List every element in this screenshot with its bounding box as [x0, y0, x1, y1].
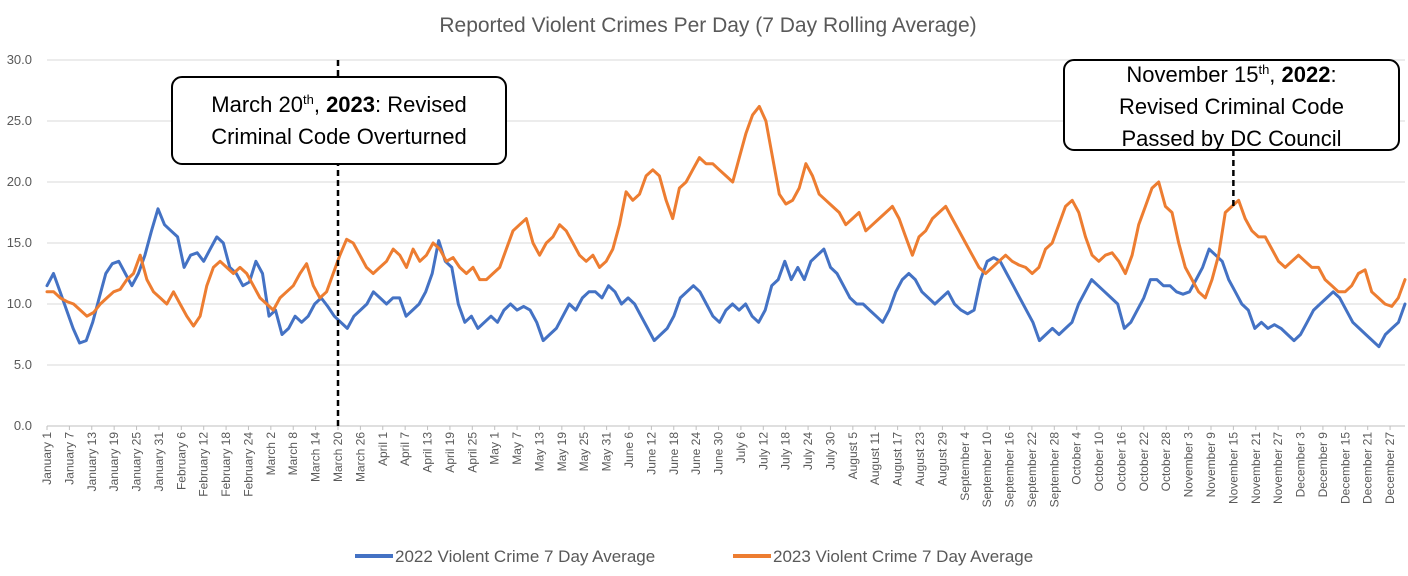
x-tick-label: August 11 — [868, 432, 882, 485]
legend-label-2023: 2023 Violent Crime 7 Day Average — [773, 547, 1033, 566]
annotation-line-2: Criminal Code Overturned — [211, 124, 467, 149]
x-tick-label: November 21 — [1249, 432, 1263, 504]
y-tick-label: 10.0 — [7, 296, 32, 311]
x-tick-label: December 27 — [1383, 432, 1397, 504]
annotation-line-1: March 20th, 2023: Revised — [211, 92, 466, 117]
x-tick-label: November 27 — [1271, 432, 1285, 504]
x-tick-label: January 1 — [40, 432, 54, 485]
annotation-line-1: November 15th, 2022: — [1126, 62, 1336, 87]
x-tick-label: November 15 — [1226, 432, 1240, 504]
y-tick-label: 15.0 — [7, 235, 32, 250]
x-tick-label: August 23 — [913, 432, 927, 486]
x-tick-label: February 6 — [174, 432, 188, 490]
x-tick-label: February 12 — [197, 432, 211, 497]
x-tick-label: March 26 — [353, 432, 367, 482]
x-tick-label: November 3 — [1182, 432, 1196, 498]
x-tick-label: July 6 — [734, 432, 748, 464]
x-tick-label: March 14 — [309, 432, 323, 482]
x-tick-label: March 20 — [331, 432, 345, 482]
x-tick-label: December 15 — [1338, 432, 1352, 504]
x-tick-label: September 22 — [1025, 432, 1039, 508]
x-tick-label: January 13 — [85, 432, 99, 492]
x-tick-label: June 12 — [644, 432, 658, 475]
y-tick-label: 25.0 — [7, 113, 32, 128]
x-tick-label: May 31 — [600, 432, 614, 472]
series-line-2022 — [45, 207, 1407, 349]
x-tick-label: October 16 — [1114, 432, 1128, 492]
x-tick-label: June 30 — [712, 432, 726, 475]
y-tick-label: 0.0 — [14, 418, 32, 433]
x-tick-label: March 2 — [264, 432, 278, 476]
x-axis: January 1 January 7 January 13 January 19 Ja… — [40, 426, 1397, 507]
x-tick-label: June 6 — [622, 432, 636, 468]
y-axis: 0.0 5.0 10.0 15.0 20.0 25.0 30.0 — [7, 52, 32, 433]
x-tick-label: February 18 — [219, 432, 233, 497]
annotations: March 20th, 2023: Revised Criminal Code O… — [171, 59, 1400, 426]
x-tick-label: April 1 — [376, 432, 390, 466]
y-tick-label: 30.0 — [7, 52, 32, 67]
x-tick-label: April 13 — [421, 432, 435, 473]
y-tick-label: 20.0 — [7, 174, 32, 189]
x-tick-label: August 5 — [846, 432, 860, 480]
x-tick-label: June 18 — [667, 432, 681, 475]
x-tick-label: October 22 — [1137, 432, 1151, 492]
x-tick-label: September 4 — [958, 432, 972, 501]
x-tick-label: May 13 — [532, 432, 546, 472]
x-tick-label: October 10 — [1092, 432, 1106, 492]
x-tick-label: May 25 — [577, 432, 591, 472]
annotation-november-15: November 15th, 2022: Revised Criminal Cod… — [1063, 59, 1400, 210]
x-tick-label: September 16 — [1003, 432, 1017, 508]
x-tick-label: January 25 — [130, 432, 144, 492]
y-tick-label: 5.0 — [14, 357, 32, 372]
x-tick-label: January 7 — [62, 432, 76, 485]
annotation-box — [171, 76, 507, 165]
x-tick-label: January 19 — [107, 432, 121, 492]
x-tick-label: August 17 — [891, 432, 905, 486]
x-tick-label: September 10 — [980, 432, 994, 508]
x-tick-label: December 3 — [1294, 432, 1308, 498]
x-tick-label: April 25 — [465, 432, 479, 473]
x-tick-label: February 24 — [241, 432, 255, 497]
x-tick-label: May 19 — [555, 432, 569, 472]
annotation-line-2: Revised Criminal Code — [1119, 94, 1344, 119]
x-tick-label: July 12 — [756, 432, 770, 470]
x-tick-label: April 19 — [443, 432, 457, 473]
annotation-line-3: Passed by DC Council — [1121, 126, 1341, 151]
x-tick-label: January 31 — [152, 432, 166, 492]
legend-label-2022: 2022 Violent Crime 7 Day Average — [395, 547, 655, 566]
x-tick-label: June 24 — [689, 432, 703, 475]
x-tick-label: November 9 — [1204, 432, 1218, 498]
x-tick-label: May 7 — [510, 432, 524, 465]
x-tick-label: December 21 — [1361, 432, 1375, 504]
series-line-2023 — [45, 104, 1407, 328]
annotation-box — [1063, 59, 1400, 151]
x-tick-label: July 24 — [801, 432, 815, 470]
x-tick-label: March 8 — [286, 432, 300, 476]
legend: 2022 Violent Crime 7 Day Average 2023 Vio… — [355, 547, 1033, 566]
x-tick-label: October 28 — [1159, 432, 1173, 492]
chart-title: Reported Violent Crimes Per Day (7 Day R… — [439, 14, 976, 37]
x-tick-label: October 4 — [1070, 432, 1084, 485]
x-tick-label: December 9 — [1316, 432, 1330, 498]
series-lines — [45, 104, 1407, 349]
x-tick-label: August 29 — [935, 432, 949, 486]
annotation-march-20: March 20th, 2023: Revised Criminal Code O… — [171, 60, 507, 426]
x-tick-label: April 7 — [398, 432, 412, 466]
x-tick-label: September 28 — [1047, 432, 1061, 508]
x-tick-label: May 1 — [488, 432, 502, 465]
x-tick-label: July 18 — [779, 432, 793, 470]
x-tick-label: July 30 — [823, 432, 837, 470]
